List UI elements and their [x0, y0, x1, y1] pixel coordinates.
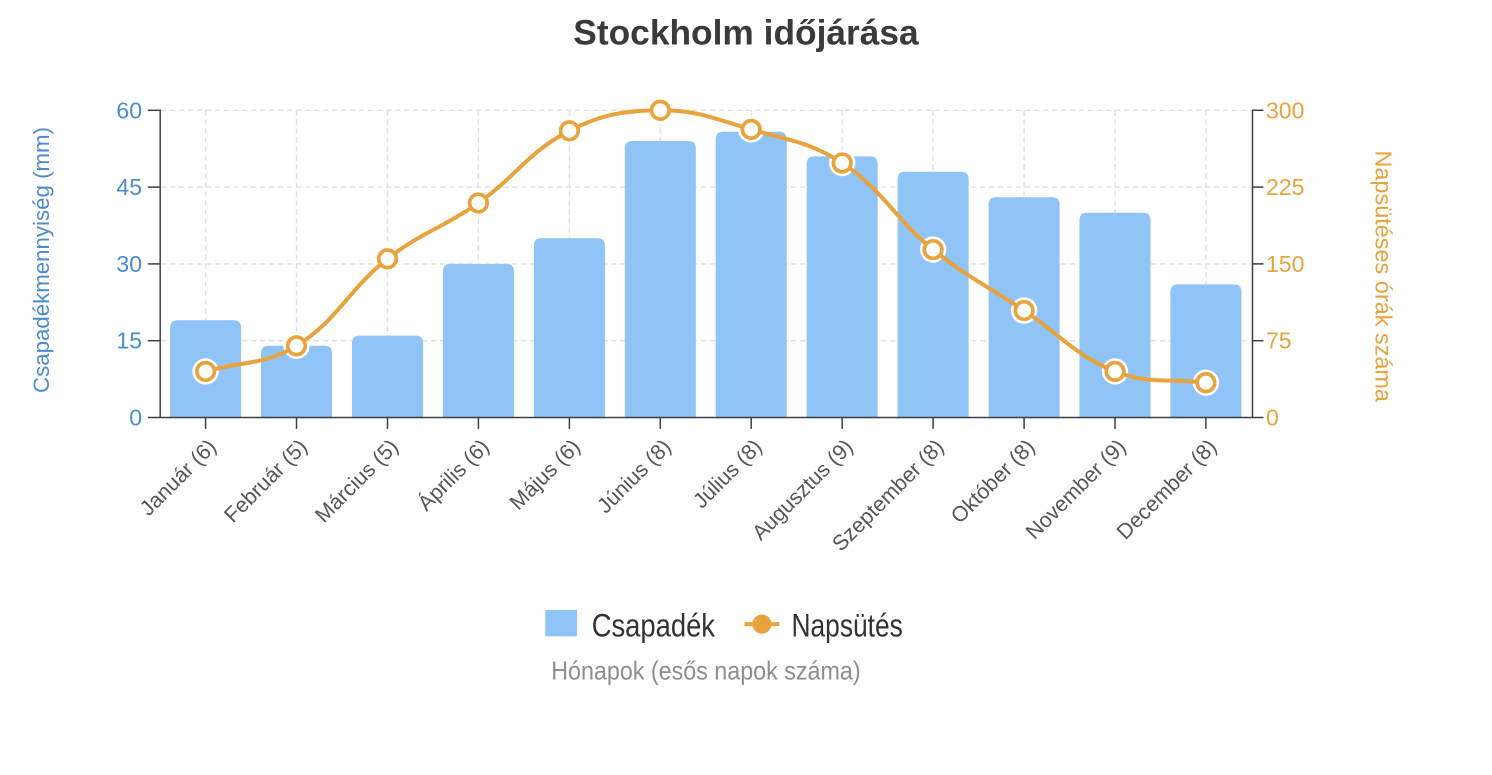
svg-text:300: 300	[1266, 97, 1304, 123]
svg-text:60: 60	[116, 97, 142, 123]
svg-text:Napsütéses órák száma: Napsütéses órák száma	[1371, 150, 1397, 402]
svg-text:15: 15	[116, 328, 142, 354]
svg-text:0: 0	[1266, 405, 1279, 431]
svg-text:0: 0	[129, 405, 142, 431]
svg-text:150: 150	[1266, 251, 1304, 277]
svg-text:225: 225	[1266, 174, 1304, 200]
svg-text:Napsütés: Napsütés	[792, 607, 903, 643]
svg-text:Hónapok (esős napok száma): Hónapok (esős napok száma)	[551, 655, 860, 685]
svg-text:Stockholm időjárása: Stockholm időjárása	[573, 14, 919, 53]
svg-text:Csapadék: Csapadék	[592, 607, 716, 643]
svg-text:45: 45	[116, 174, 142, 200]
svg-text:30: 30	[116, 251, 142, 277]
svg-text:Csapadékmennyiség (mm): Csapadékmennyiség (mm)	[29, 127, 54, 393]
svg-text:75: 75	[1266, 328, 1292, 354]
